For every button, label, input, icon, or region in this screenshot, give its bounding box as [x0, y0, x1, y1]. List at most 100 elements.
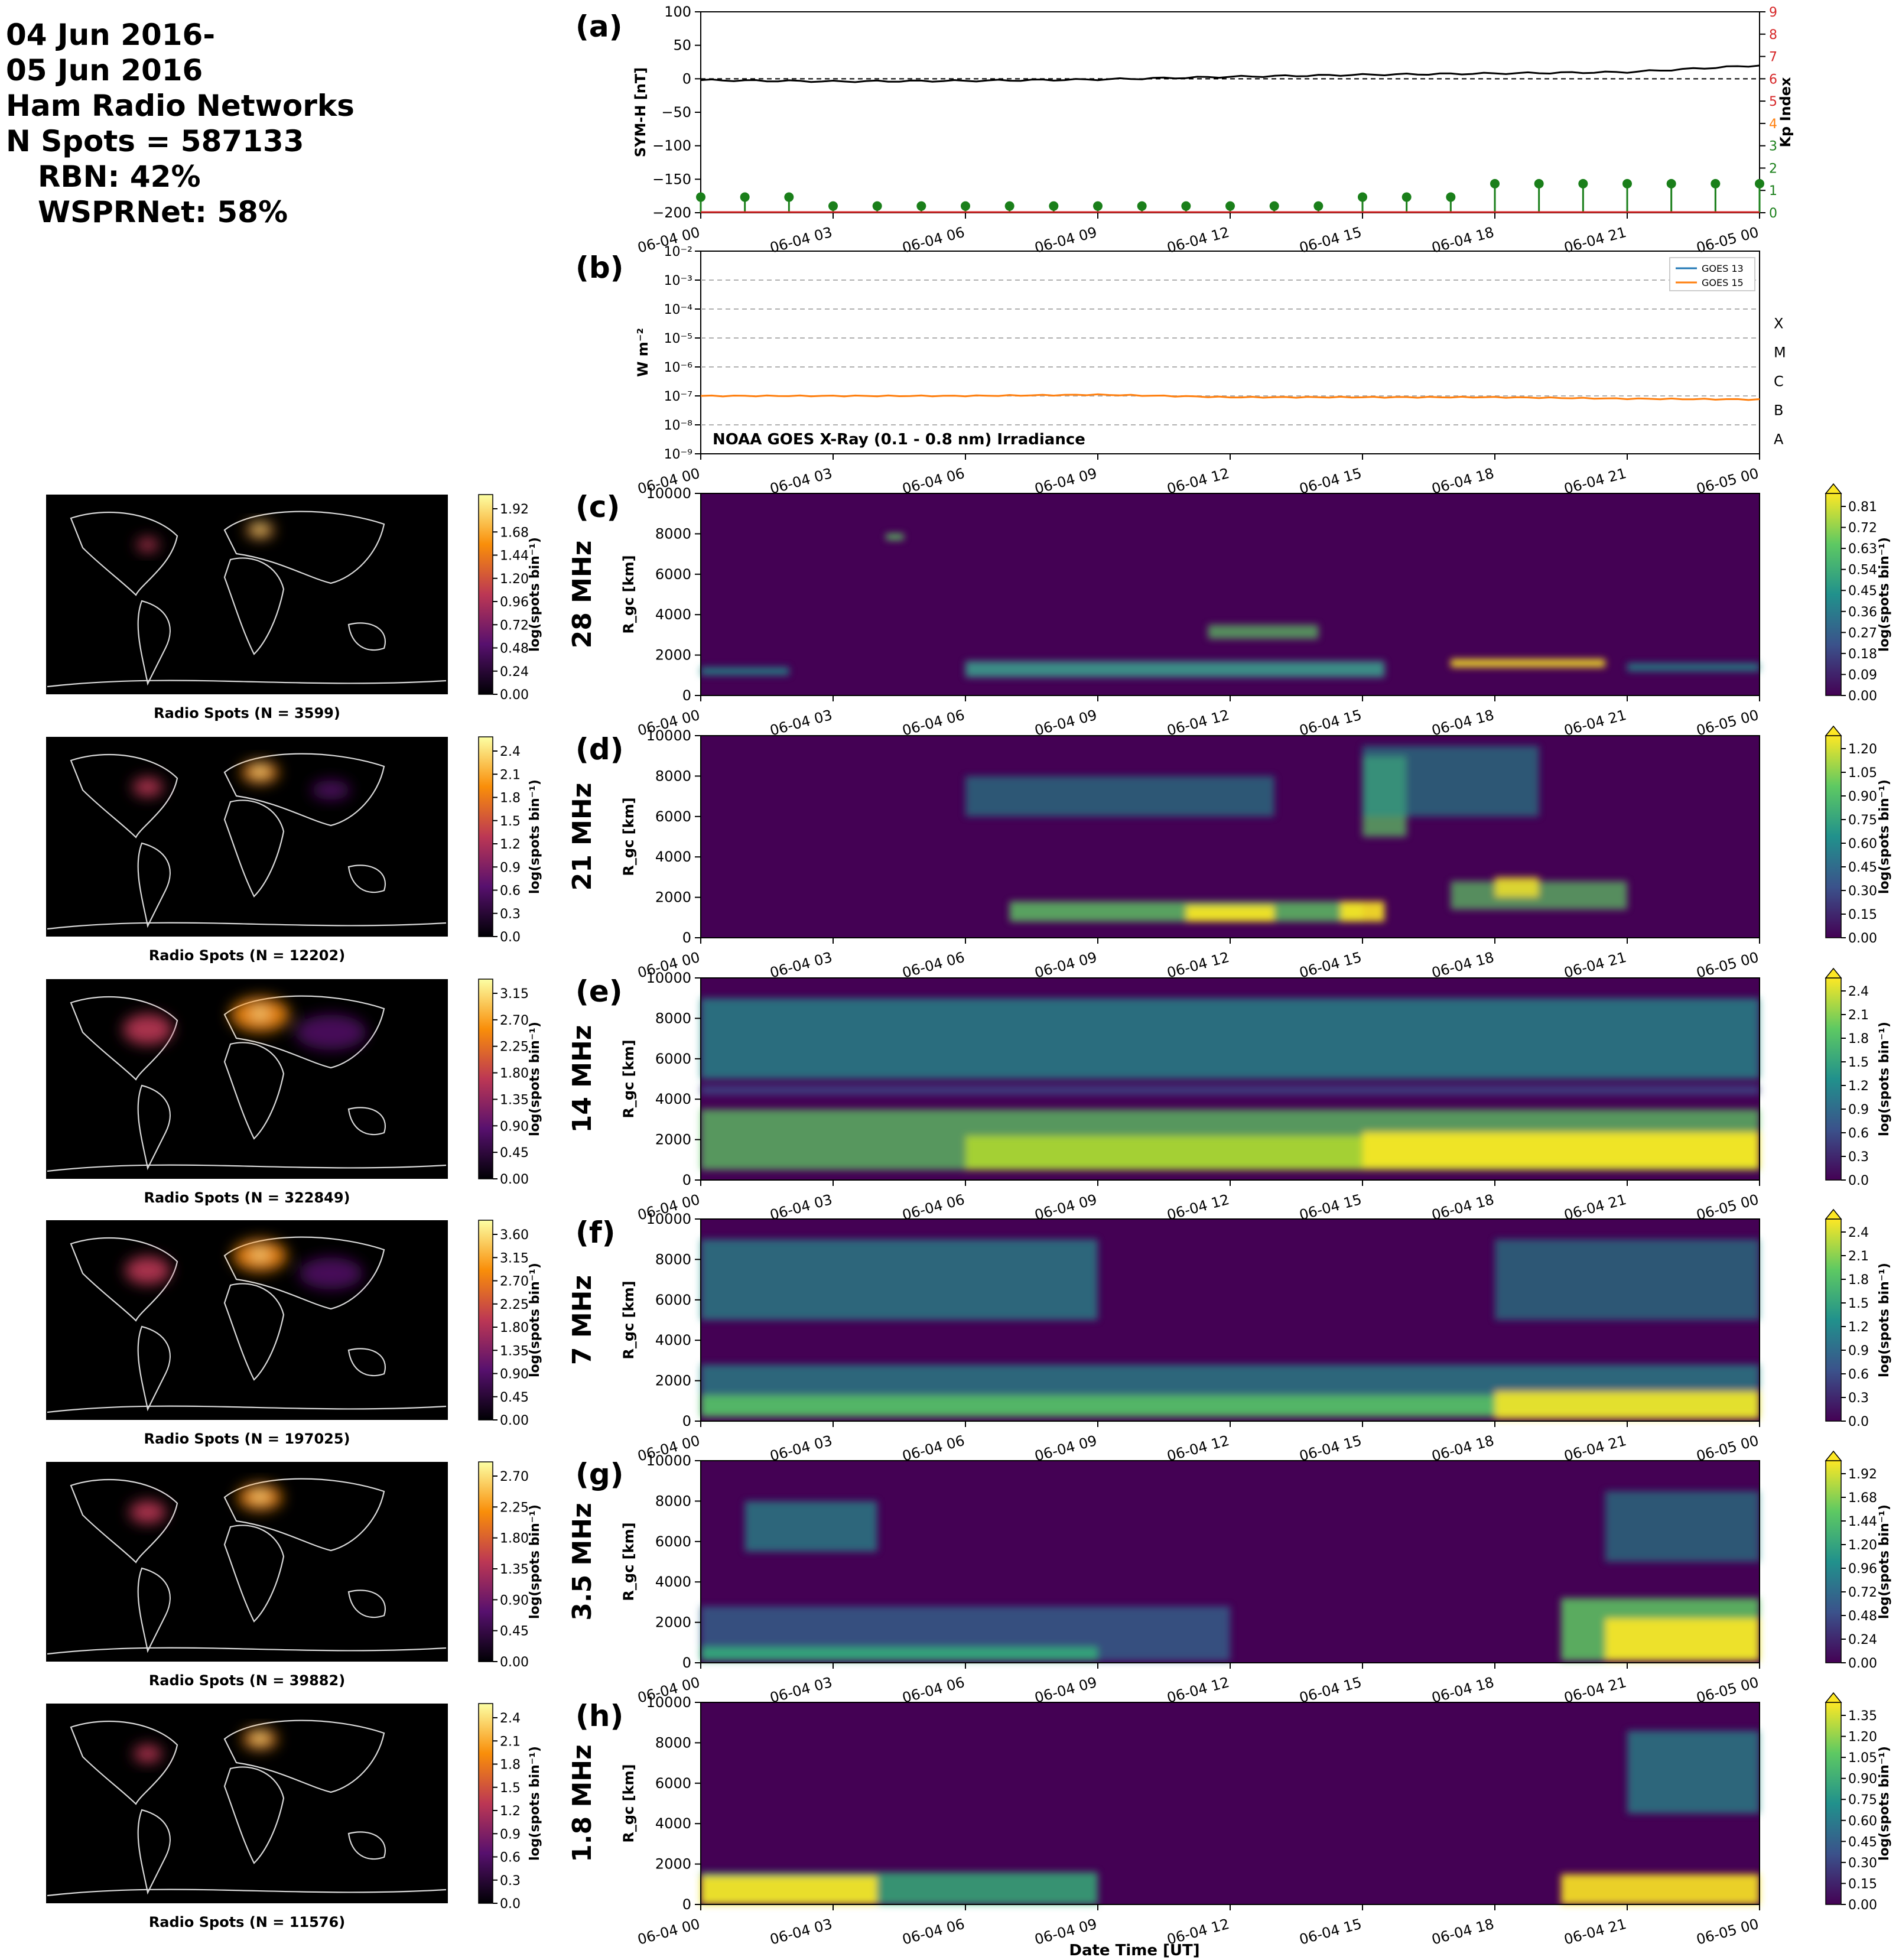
y-tick-label: 2000	[655, 889, 691, 906]
flare-class-label: A	[1774, 431, 1784, 448]
heatmap-region	[1363, 746, 1539, 817]
x-tick-label: 06-04 09	[1033, 707, 1098, 739]
map-caption: Radio Spots (N = 11576)	[149, 1914, 345, 1930]
colorbar-extend-arrow	[1825, 967, 1842, 979]
map-colorbar-tick-label: 0.6	[500, 1851, 521, 1865]
y-tick-label: −100	[652, 138, 691, 154]
x-tick-label: 06-04 06	[900, 1674, 966, 1707]
south-america-coastline	[137, 1567, 171, 1653]
y-axis-label: W m⁻²	[635, 328, 651, 377]
antarctica-coastline	[47, 1889, 447, 1897]
heatmap-panel-d: (d) 21 MHz R_gc [km] 0 2000 4000 6000 8000 10000…	[567, 725, 1892, 981]
map-colorbar-tick-label: 0.90	[500, 1367, 529, 1382]
coastlines	[47, 753, 447, 930]
north-america-coastline	[70, 753, 178, 838]
north-america-coastline	[70, 1478, 178, 1564]
colorbar-tick-label: 0.36	[1848, 605, 1877, 620]
y-tick-label: 8000	[655, 525, 691, 542]
north-america-spot-cluster	[134, 1745, 162, 1763]
y-tick-label: 0	[682, 929, 691, 946]
kp-y-tick-label: 5	[1769, 95, 1777, 109]
colorbar-tick-label: 0.3	[1848, 1150, 1869, 1165]
y-tick-label: 10⁻⁴	[664, 303, 693, 317]
antarctica-coastline	[47, 1164, 447, 1172]
y-tick-label: −200	[652, 204, 691, 221]
heatmap-panel-g: (g) 3.5 MHz R_gc [km] 0 2000 4000 6000 8000 1000…	[567, 1450, 1892, 1707]
map-colorbar-tick-label: 1.68	[500, 525, 529, 540]
y-axis-label: SYM-H [nT]	[632, 67, 649, 157]
map-colorbar-tick-label: 0.45	[500, 1624, 529, 1639]
y-tick-label: 8000	[655, 768, 691, 784]
panel-label: (c)	[575, 490, 620, 524]
colorbar-tick-label: 0.45	[1848, 584, 1877, 599]
colorbar	[1825, 493, 1842, 696]
x-tick-label: 06-04 03	[768, 1432, 834, 1465]
eurasia-coastline	[223, 753, 385, 827]
y-tick-label: 10000	[646, 1211, 691, 1227]
north-america-coastline	[70, 511, 178, 596]
australia-coastline	[347, 864, 386, 893]
kp-point	[1049, 201, 1059, 211]
map-panel-e: 0.00 0.45 0.90 1.35 1.80 2.25 2.70 3.15 log(spot…	[46, 979, 542, 1206]
colorbar-tick-label: 0.90	[1848, 1772, 1877, 1787]
map-caption: Radio Spots (N = 3599)	[154, 705, 340, 721]
europe-spot-core	[253, 1250, 267, 1259]
heatmap-region	[1363, 1131, 1760, 1168]
y-tick-label: 0	[682, 70, 691, 87]
panel-b-goes-xray: (b) 10⁻² 10⁻³ 10⁻⁴ 10⁻⁵ 10⁻⁶ 10⁻⁷ 10⁻⁸ 10⁻⁹ W m⁻²…	[575, 245, 1786, 498]
x-tick-label: 06-04 00	[636, 1916, 701, 1948]
colorbar-label: log(spots bin⁻¹)	[1877, 779, 1892, 894]
x-tick-label: 06-04 06	[900, 1432, 966, 1465]
kp-y-tick-label: 3	[1769, 139, 1777, 154]
y-tick-label: 2000	[655, 1373, 691, 1389]
y-tick-label: 4000	[655, 1815, 691, 1832]
x-tick-label: 06-04 15	[1298, 1916, 1363, 1948]
header-sub-line: WSPRNet: 58%	[38, 195, 288, 229]
heatmap-region	[1627, 663, 1760, 671]
colorbar-tick-label: 0.63	[1848, 542, 1877, 557]
x-tick-label: 06-05 00	[1695, 1674, 1760, 1707]
x-tick-label: 06-04 12	[1165, 1432, 1231, 1465]
y-tick-label: 100	[664, 4, 691, 20]
heatmap-region	[1186, 905, 1274, 922]
north-america-coastline	[70, 1720, 178, 1805]
x-tick-label: 06-04 21	[1562, 465, 1628, 498]
colorbar-extend-arrow	[1825, 1450, 1842, 1461]
heatmap-structure	[701, 1491, 1760, 1661]
y-axis-label: R_gc [km]	[620, 1764, 637, 1842]
heatmap-panel-h: (h) 1.8 MHz R_gc [km] 0 2000 4000 6000 8000 1000…	[567, 1692, 1892, 1948]
spot-density	[132, 761, 350, 800]
kp-point	[1269, 201, 1279, 211]
y-axis-label: R_gc [km]	[620, 797, 637, 876]
colorbar-tick-label: 0.60	[1848, 1814, 1877, 1829]
heatmap-region	[1495, 877, 1539, 898]
y-axis-label: R_gc [km]	[620, 1522, 637, 1601]
map-colorbar	[478, 494, 493, 695]
heatmap-region	[701, 1646, 1098, 1661]
panel-label: (e)	[575, 974, 623, 1009]
kp-point	[1666, 178, 1676, 188]
y-tick-label: 4000	[655, 1332, 691, 1348]
africa-coastline	[223, 1283, 285, 1381]
colorbar-tick-label: 2.1	[1848, 1249, 1869, 1264]
x-tick-label: 06-04 06	[900, 465, 966, 498]
kp-point	[1622, 178, 1632, 188]
heatmap-structure	[701, 1239, 1760, 1419]
panel-label: (f)	[575, 1215, 615, 1250]
map-colorbar-tick-label: 2.70	[500, 1275, 529, 1289]
x-tick-label: 06-04 21	[1562, 949, 1628, 981]
colorbar-tick-label: 0.72	[1848, 521, 1877, 536]
colorbar-tick-label: 0.90	[1848, 789, 1877, 804]
kp-point	[740, 192, 750, 202]
y-tick-label: 8000	[655, 1251, 691, 1267]
x-tick-label: 06-04 15	[1298, 949, 1363, 981]
y-tick-label: 10000	[646, 970, 691, 986]
map-colorbar-tick-label: 0.6	[500, 884, 521, 899]
colorbar-tick-label: 0.60	[1848, 837, 1877, 851]
spot-density	[134, 1729, 277, 1763]
map-colorbar-tick-label: 2.1	[500, 768, 521, 782]
map-colorbar	[478, 736, 493, 937]
map-colorbar-tick-label: 1.8	[500, 1758, 521, 1773]
coastlines	[47, 511, 447, 688]
colorbar-tick-label: 0.18	[1848, 647, 1877, 662]
